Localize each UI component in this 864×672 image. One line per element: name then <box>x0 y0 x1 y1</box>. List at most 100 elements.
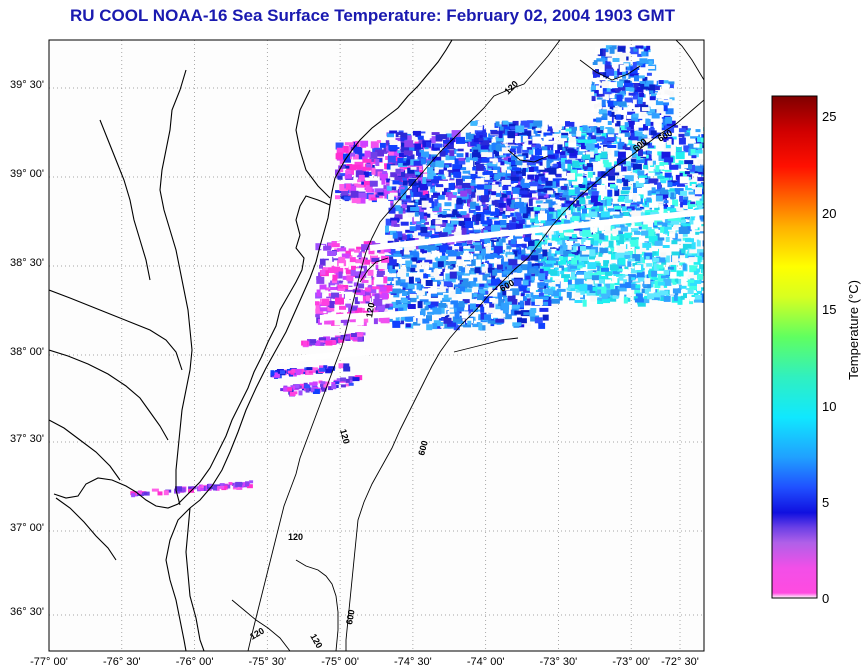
sst-pixel <box>491 224 500 232</box>
sst-pixel <box>482 273 491 281</box>
sst-pixel <box>585 296 589 303</box>
sst-pixel <box>602 159 609 164</box>
sst-pixel <box>568 136 576 143</box>
sst-pixel <box>443 281 452 287</box>
sst-pixel <box>450 220 459 225</box>
sst-pixel <box>548 167 557 175</box>
sst-pixel <box>501 193 508 198</box>
sst-pixel <box>702 167 704 174</box>
sst-pixel <box>688 163 692 170</box>
sst-pixel <box>433 176 442 181</box>
sst-pixel <box>693 270 699 275</box>
sst-pixel <box>408 276 414 284</box>
sst-pixel <box>453 142 463 149</box>
sst-pixel <box>647 160 653 166</box>
sst-pixel <box>584 162 589 167</box>
sst-pixel <box>487 267 495 273</box>
sst-pixel <box>420 232 430 238</box>
sst-pixel <box>589 249 596 257</box>
sst-pixel <box>470 120 478 126</box>
sst-pixel <box>630 239 639 247</box>
sst-pixel <box>453 284 462 288</box>
sst-pixel <box>651 187 656 192</box>
sst-pixel <box>485 290 491 294</box>
sst-pixel <box>512 322 522 327</box>
sst-pixel <box>419 304 426 312</box>
sst-pixel <box>479 222 485 228</box>
sst-pixel <box>613 205 621 210</box>
sst-pixel <box>362 158 372 163</box>
sst-pixel <box>570 265 578 269</box>
sst-pixel <box>448 293 457 298</box>
sst-pixel <box>699 226 704 232</box>
sst-pixel <box>602 299 610 304</box>
sst-pixel <box>587 171 593 178</box>
sst-pixel <box>657 281 665 286</box>
sst-pixel <box>664 157 674 163</box>
sst-pixel <box>555 124 564 129</box>
sst-pixel <box>644 295 650 299</box>
sst-pixel <box>689 192 699 199</box>
sst-pixel <box>531 129 536 136</box>
sst-pixel <box>413 160 423 166</box>
sst-pixel <box>587 136 592 141</box>
sst-pixel <box>397 272 407 280</box>
sst-pixel <box>579 149 585 153</box>
sst-pixel <box>682 223 691 227</box>
sst-pixel <box>648 235 658 243</box>
sst-pixel <box>394 214 403 220</box>
sst-pixel <box>421 235 429 242</box>
sst-pixel <box>315 301 319 306</box>
sst-pixel <box>355 274 360 279</box>
sst-pixel <box>426 142 431 147</box>
sst-pixel <box>330 287 339 290</box>
sst-pixel <box>623 296 628 304</box>
sst-pixel <box>460 190 468 197</box>
sst-pixel <box>702 185 704 192</box>
sst-pixel <box>647 293 655 300</box>
sst-pixel <box>388 249 396 253</box>
sst-pixel <box>559 255 564 260</box>
sst-pixel <box>596 148 602 154</box>
sst-pixel <box>367 269 374 276</box>
sst-pixel <box>644 207 650 211</box>
sst-pixel <box>375 159 380 166</box>
sst-pixel <box>582 299 587 307</box>
sst-pixel <box>693 299 702 303</box>
sst-pixel <box>416 290 425 296</box>
sst-pixel <box>386 163 392 170</box>
sst-pixel <box>643 297 650 304</box>
sst-pixel <box>377 304 386 310</box>
sst-pixel <box>489 255 497 263</box>
sst-pixel <box>647 190 652 196</box>
sst-pixel <box>607 208 615 213</box>
sst-pixel <box>412 130 421 137</box>
sst-pixel <box>414 171 420 175</box>
sst-pixel <box>426 252 431 259</box>
sst-pixel <box>633 278 640 283</box>
sst-pixel <box>582 154 591 160</box>
sst-pixel <box>524 131 534 137</box>
sst-pixel <box>521 201 527 209</box>
sst-pixel <box>408 245 415 251</box>
sst-pixel <box>406 159 414 164</box>
sst-pixel <box>473 229 481 233</box>
sst-pixel <box>608 251 613 255</box>
sst-pixel <box>424 221 429 225</box>
sst-pixel <box>423 266 429 273</box>
sst-pixel <box>503 255 508 262</box>
sst-pixel <box>390 172 398 178</box>
sst-pixel <box>530 196 540 200</box>
sst-pixel <box>690 164 696 172</box>
sst-pixel <box>554 267 559 271</box>
sst-pixel <box>442 261 451 266</box>
sst-pixel <box>459 259 465 267</box>
sst-pixel <box>437 252 442 259</box>
sst-pixel <box>476 188 485 196</box>
sst-pixel <box>601 295 608 302</box>
sst-pixel <box>418 236 425 242</box>
sst-pixel <box>425 265 430 270</box>
sst-pixel <box>417 135 424 140</box>
sst-pixel <box>633 208 643 213</box>
sst-pixel <box>659 232 665 238</box>
